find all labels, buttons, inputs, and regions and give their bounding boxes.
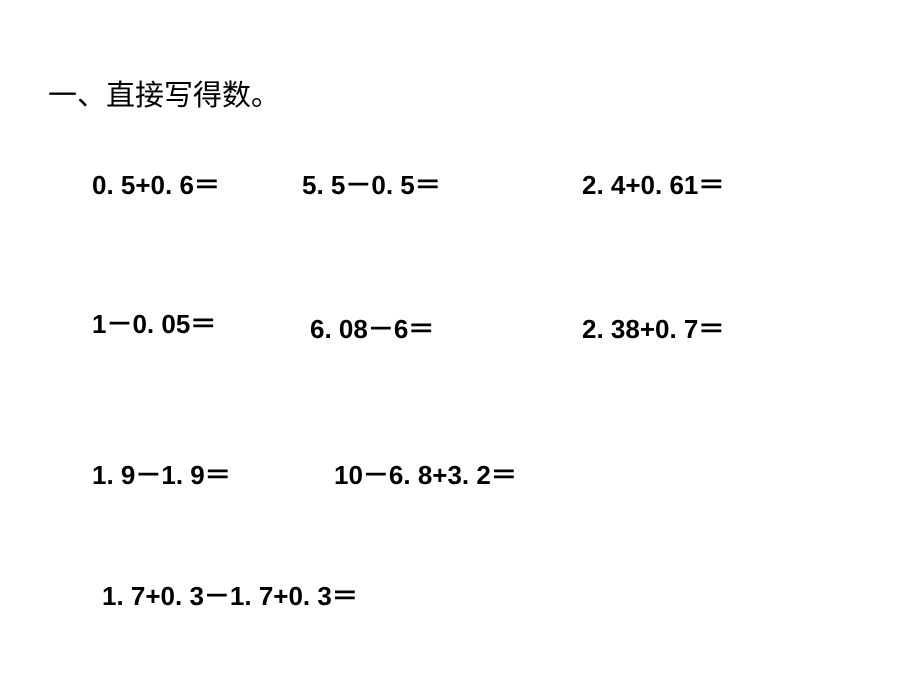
math-problem-1: 0. 5+0. 6＝ [92, 165, 220, 202]
math-problem-6: 2. 38+0. 7＝ [582, 309, 724, 346]
math-problem-4: 1－0. 05＝ [92, 304, 216, 341]
math-problem-2: 5. 5－0. 5＝ [302, 165, 441, 202]
math-problem-9: 1. 7+0. 3－1. 7+0. 3＝ [102, 576, 358, 613]
section-heading: 一、直接写得数。 [48, 72, 280, 114]
math-problem-8: 10－6. 8+3. 2＝ [334, 455, 517, 492]
math-problem-5: 6. 08－6＝ [310, 309, 434, 346]
math-problem-3: 2. 4+0. 61＝ [582, 165, 724, 202]
math-problem-7: 1. 9－1. 9＝ [92, 455, 231, 492]
